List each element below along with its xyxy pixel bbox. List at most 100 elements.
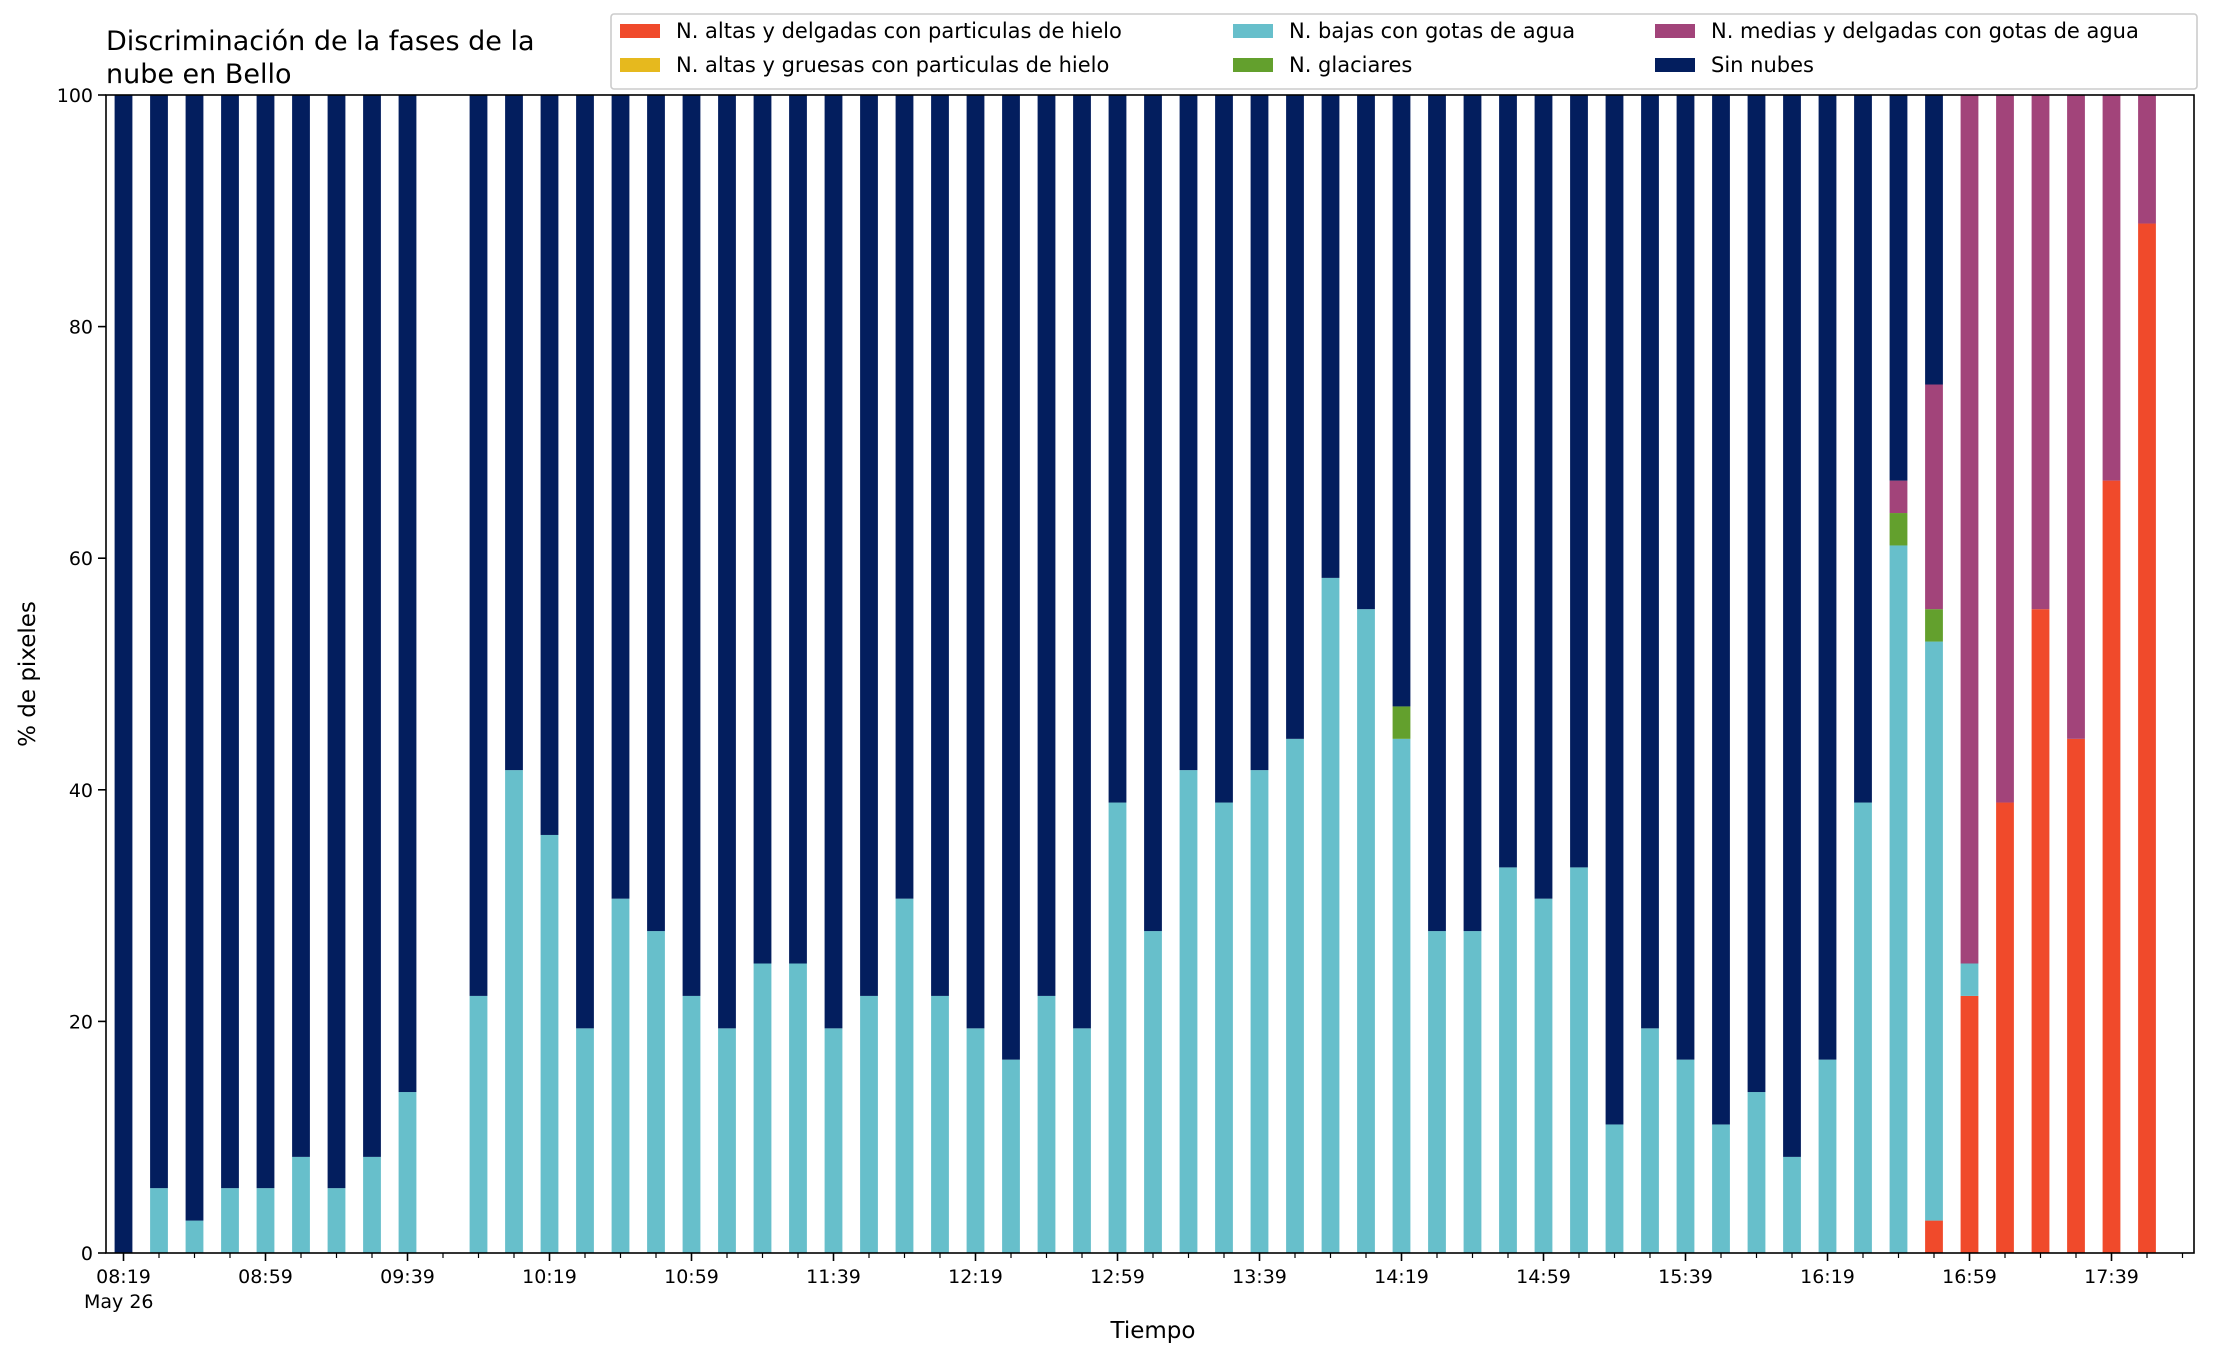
bar-11-series-5 <box>505 95 523 771</box>
legend-swatch-1 <box>620 58 660 72</box>
legend-label-0: N. altas y delgadas con particulas de hi… <box>676 19 1122 43</box>
bar-45-series-2 <box>1712 1124 1730 1253</box>
bar-57-series-4 <box>2138 95 2156 224</box>
bar-39-series-2 <box>1499 867 1517 1253</box>
bar-40-series-2 <box>1534 898 1553 1253</box>
bar-23-series-5 <box>931 95 949 996</box>
bar-57-series-0 <box>2138 223 2156 1253</box>
bar-3-series-5 <box>221 95 239 1189</box>
plot-frame <box>105 94 2195 1254</box>
bar-28-series-5 <box>1108 95 1127 803</box>
bar-44-series-2 <box>1676 1059 1695 1253</box>
bar-46-series-2 <box>1747 1092 1766 1253</box>
bar-48-series-2 <box>1818 1059 1837 1253</box>
bar-6-series-5 <box>327 95 346 1189</box>
bar-53-series-4 <box>1996 95 2014 803</box>
bar-48-series-5 <box>1818 95 1837 1060</box>
bar-21-series-5 <box>860 95 878 996</box>
bar-10-series-2 <box>469 995 488 1253</box>
bar-7-series-2 <box>363 1156 381 1253</box>
chart-title-line2: nube en Bello <box>106 59 292 90</box>
chart-title-line1: Discriminación de la fases de la <box>106 26 535 57</box>
x-tick-label-7: 12:59 <box>1090 1266 1145 1288</box>
bar-40-series-5 <box>1534 95 1553 899</box>
bar-18-series-5 <box>753 95 772 964</box>
bar-12-series-5 <box>540 95 559 835</box>
bar-42-series-2 <box>1605 1124 1624 1253</box>
bar-52-series-0 <box>1960 995 1979 1253</box>
legend-swatch-4 <box>1655 24 1695 38</box>
bar-5-series-5 <box>292 95 310 1157</box>
bar-5-series-2 <box>292 1156 310 1253</box>
bar-37-series-5 <box>1428 95 1446 932</box>
bar-36-series-5 <box>1392 95 1411 707</box>
bar-37-series-2 <box>1428 931 1446 1253</box>
bar-12-series-2 <box>540 834 559 1253</box>
bar-26-series-5 <box>1037 95 1056 996</box>
bar-54-series-4 <box>2031 95 2050 610</box>
y-axis-label: % de pixeles <box>15 601 41 747</box>
bar-20-series-5 <box>824 95 843 1029</box>
bar-36-series-3 <box>1392 706 1411 739</box>
x-tick-date: May 26 <box>84 1291 154 1313</box>
bar-27-series-2 <box>1073 1028 1091 1253</box>
bar-16-series-2 <box>682 995 701 1253</box>
bar-17-series-2 <box>718 1028 736 1253</box>
legend-label-5: Sin nubes <box>1711 53 1814 77</box>
y-tick-label-40: 40 <box>69 780 93 802</box>
x-tick-label-14: 17:39 <box>2084 1266 2139 1288</box>
y-tick-label-0: 0 <box>81 1243 93 1265</box>
bar-29-series-5 <box>1144 95 1162 932</box>
bar-50-series-3 <box>1889 513 1908 546</box>
bar-44-series-5 <box>1676 95 1695 1060</box>
bar-20-series-2 <box>824 1028 843 1253</box>
bar-34-series-2 <box>1321 577 1340 1253</box>
bar-51-series-0 <box>1925 1220 1943 1253</box>
bar-25-series-2 <box>1002 1059 1020 1253</box>
bar-1-series-2 <box>150 1188 168 1253</box>
x-tick-label-2: 09:39 <box>380 1266 435 1288</box>
y-axis: 0 20 40 60 80 100 <box>57 85 106 1265</box>
bar-54-series-0 <box>2031 609 2050 1253</box>
bar-10-series-5 <box>469 95 488 996</box>
legend-frame <box>610 13 2198 90</box>
x-tick-label-9: 14:19 <box>1374 1266 1429 1288</box>
bars-layer <box>114 95 2156 1253</box>
bar-39-series-5 <box>1499 95 1517 868</box>
bar-49-series-2 <box>1854 802 1872 1253</box>
x-tick-label-3: 10:19 <box>522 1266 577 1288</box>
bar-28-series-2 <box>1108 802 1127 1253</box>
bar-34-series-5 <box>1321 95 1340 578</box>
x-tick-label-1: 08:59 <box>238 1266 293 1288</box>
bar-13-series-5 <box>576 95 594 1029</box>
bar-1-series-5 <box>150 95 168 1189</box>
bar-53-series-0 <box>1996 802 2014 1253</box>
x-tick-label-13: 16:59 <box>1942 1266 1997 1288</box>
bar-19-series-5 <box>789 95 807 964</box>
bar-55-series-4 <box>2067 95 2085 739</box>
bar-33-series-2 <box>1286 738 1304 1253</box>
bar-24-series-2 <box>966 1028 985 1253</box>
legend-swatch-0 <box>620 24 660 38</box>
y-tick-label-60: 60 <box>69 548 93 570</box>
bar-14-series-2 <box>611 898 630 1253</box>
bar-56-series-0 <box>2102 480 2121 1253</box>
bar-50-series-2 <box>1889 545 1908 1253</box>
bar-25-series-5 <box>1002 95 1020 1060</box>
bar-33-series-5 <box>1286 95 1304 739</box>
bar-51-series-4 <box>1925 384 1943 610</box>
legend-label-3: N. glaciares <box>1289 53 1412 77</box>
bar-49-series-5 <box>1854 95 1872 803</box>
legend-label-2: N. bajas con gotas de agua <box>1289 19 1575 43</box>
bar-32-series-5 <box>1250 95 1269 771</box>
bar-42-series-5 <box>1605 95 1624 1125</box>
x-tick-label-4: 10:59 <box>664 1266 719 1288</box>
bar-16-series-5 <box>682 95 701 996</box>
x-tick-label-6: 12:19 <box>948 1266 1003 1288</box>
bar-38-series-5 <box>1463 95 1482 932</box>
bar-31-series-2 <box>1215 802 1233 1253</box>
bar-15-series-2 <box>647 931 665 1253</box>
bar-4-series-5 <box>256 95 275 1189</box>
bar-7-series-5 <box>363 95 381 1157</box>
